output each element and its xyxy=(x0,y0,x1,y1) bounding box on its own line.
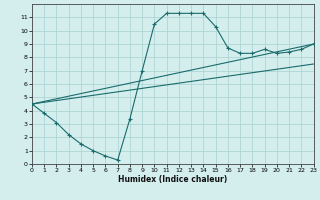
X-axis label: Humidex (Indice chaleur): Humidex (Indice chaleur) xyxy=(118,175,228,184)
